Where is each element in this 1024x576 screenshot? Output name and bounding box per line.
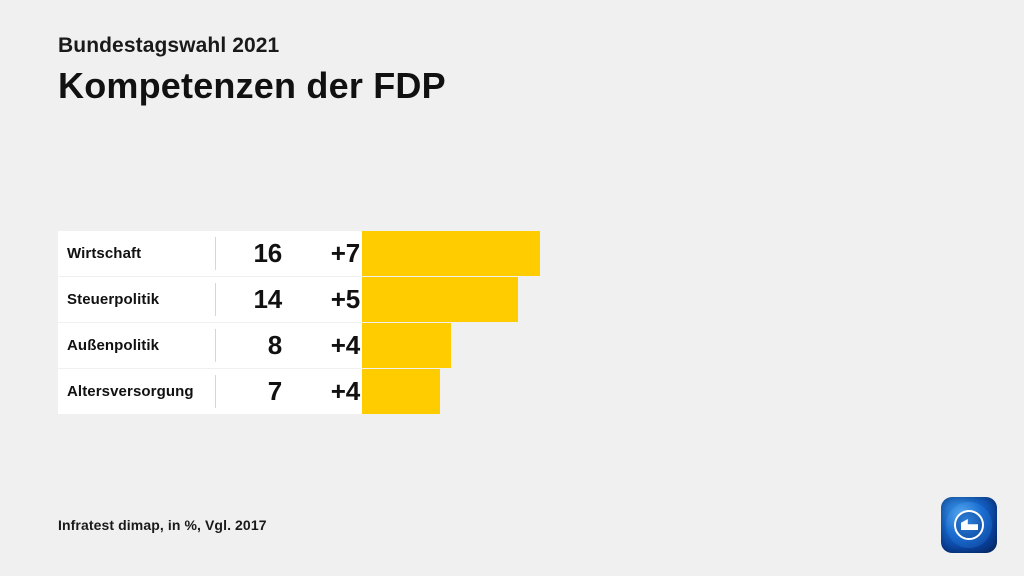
column-divider: [215, 277, 216, 322]
bar-fill: [362, 369, 440, 414]
row-label-cell: Außenpolitik: [58, 323, 215, 368]
row-label-cell: Altersversorgung: [58, 369, 215, 414]
row-label-cell: Steuerpolitik: [58, 277, 215, 322]
row-value-cell: 16 +7: [216, 231, 362, 276]
value-percent: 16: [253, 238, 282, 268]
value-change: +5: [330, 284, 360, 314]
column-divider: [215, 323, 216, 368]
category-label: Altersversorgung: [67, 383, 194, 400]
row-value-cell: 7 +4: [216, 369, 362, 414]
table-row: Wirtschaft 16 +7: [58, 231, 958, 276]
value-change: +4: [330, 330, 360, 360]
column-divider: [215, 369, 216, 414]
table-row: Außenpolitik 8 +4: [58, 323, 958, 368]
bar-chart: Wirtschaft 16 +7 Steuerpolitik 14 +5: [58, 231, 958, 415]
bar-fill: [362, 323, 451, 368]
column-divider: [215, 231, 216, 276]
category-label: Steuerpolitik: [67, 291, 160, 308]
bar-fill: [362, 231, 540, 276]
value-change: +7: [330, 238, 360, 268]
bar-track: [362, 369, 958, 414]
row-label-cell: Wirtschaft: [58, 231, 215, 276]
category-label: Außenpolitik: [67, 337, 160, 354]
row-value-cell: 8 +4: [216, 323, 362, 368]
category-label: Wirtschaft: [67, 245, 142, 262]
globe-emblem-mark: [961, 519, 978, 530]
value-percent: 8: [267, 330, 282, 360]
table-row: Altersversorgung 7 +4: [58, 369, 958, 414]
subtitle: Bundestagswahl 2021: [58, 34, 280, 57]
header: Bundestagswahl 2021 Kompetenzen der FDP: [58, 33, 446, 109]
table-row: Steuerpolitik 14 +5: [58, 277, 958, 322]
value-percent: 14: [253, 284, 282, 314]
bar-track: [362, 323, 958, 368]
value-percent: 7: [267, 376, 282, 406]
bar-fill: [362, 277, 518, 322]
source-note: Infratest dimap, in %, Vgl. 2017: [58, 517, 267, 533]
page-title: Kompetenzen der FDP: [58, 65, 446, 106]
bar-track: [362, 277, 958, 322]
bar-track: [362, 231, 958, 276]
tagesschau-globe-icon: [941, 497, 997, 553]
value-change: +4: [330, 376, 360, 406]
row-value-cell: 14 +5: [216, 277, 362, 322]
